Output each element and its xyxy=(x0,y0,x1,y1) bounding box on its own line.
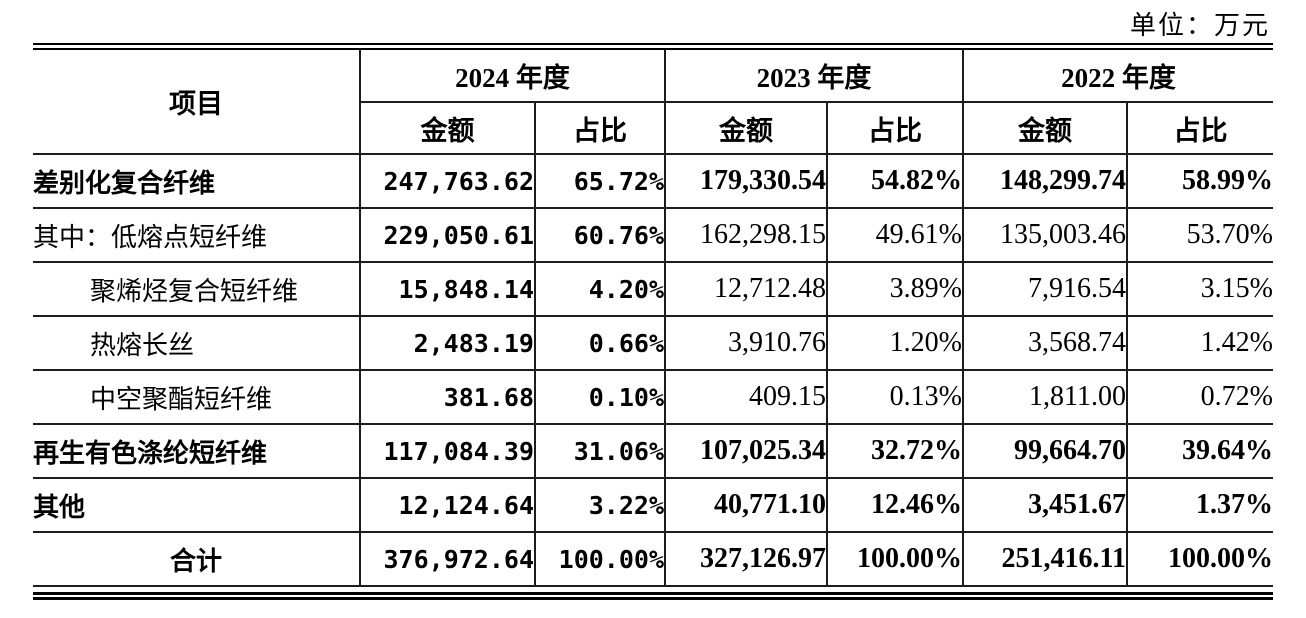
amount-header-2024: 金额 xyxy=(359,102,535,155)
amount-header-2023: 金额 xyxy=(664,102,827,155)
table-row: 聚烯烃复合短纤维 15,848.14 4.20% 12,712.48 3.89% 7,91… xyxy=(33,262,1273,317)
cell-2023-amount: 12,712.48 xyxy=(664,262,827,317)
table-row: 热熔长丝 2,483.19 0.66% 3,910.76 1.20% 3,568.74 1.… xyxy=(33,316,1273,371)
cell-2023-amount: 409.15 xyxy=(664,370,827,425)
cell-2022-ratio: 1.42% xyxy=(1126,316,1273,371)
table-row: 其中：低熔点短纤维 229,050.61 60.76% 162,298.15 49.61… xyxy=(33,208,1273,263)
cell-2024-ratio: 60.76% xyxy=(534,208,665,263)
cell-2023-ratio: 54.82% xyxy=(826,154,963,209)
cell-2023-ratio: 32.72% xyxy=(826,424,963,479)
cell-2023-amount: 327,126.97 xyxy=(664,532,827,587)
row-label: 其中：低熔点短纤维 xyxy=(33,208,360,263)
year-header-2023: 2023 年度 xyxy=(664,50,963,103)
row-label: 差别化复合纤维 xyxy=(33,154,360,209)
cell-2023-amount: 3,910.76 xyxy=(664,316,827,371)
item-column-header: 项目 xyxy=(33,50,360,155)
table-row: 再生有色涤纶短纤维 117,084.39 31.06% 107,025.34 32.72… xyxy=(33,424,1273,479)
cell-2024-amount: 12,124.64 xyxy=(359,478,535,533)
ratio-header-2024: 占比 xyxy=(534,102,665,155)
cell-2023-amount: 107,025.34 xyxy=(664,424,827,479)
cell-2024-amount: 247,763.62 xyxy=(359,154,535,209)
cell-2024-amount: 2,483.19 xyxy=(359,316,535,371)
year-header-2022: 2022 年度 xyxy=(962,50,1273,103)
cell-2024-amount: 381.68 xyxy=(359,370,535,425)
cell-2023-ratio: 100.00% xyxy=(826,532,963,587)
cell-2023-ratio: 49.61% xyxy=(826,208,963,263)
year-header-2024: 2024 年度 xyxy=(359,50,665,103)
cell-2022-amount: 1,811.00 xyxy=(962,370,1127,425)
cell-2022-ratio: 100.00% xyxy=(1126,532,1273,587)
cell-2022-amount: 135,003.46 xyxy=(962,208,1127,263)
cell-2024-amount: 229,050.61 xyxy=(359,208,535,263)
cell-2022-ratio: 3.15% xyxy=(1126,262,1273,317)
cell-2023-ratio: 12.46% xyxy=(826,478,963,533)
cell-2022-ratio: 53.70% xyxy=(1126,208,1273,263)
cell-2024-ratio: 31.06% xyxy=(534,424,665,479)
table-body: 差别化复合纤维 247,763.62 65.72% 179,330.54 54.82% 1… xyxy=(33,154,1273,587)
cell-2024-amount: 376,972.64 xyxy=(359,532,535,587)
cell-2022-amount: 3,568.74 xyxy=(962,316,1127,371)
cell-2023-ratio: 1.20% xyxy=(826,316,963,371)
row-label: 其他 xyxy=(33,478,360,533)
row-label: 再生有色涤纶短纤维 xyxy=(33,424,360,479)
unit-label: 单位：万元 xyxy=(1129,11,1270,40)
cell-2024-ratio: 100.00% xyxy=(534,532,665,587)
revenue-table-wrap: 项目 2024 年度 2023 年度 2022 年度 金额 占比 金额 占比 金… xyxy=(33,43,1273,600)
cell-2022-ratio: 1.37% xyxy=(1126,478,1273,533)
cell-2022-amount: 7,916.54 xyxy=(962,262,1127,317)
cell-2024-ratio: 0.66% xyxy=(534,316,665,371)
ratio-header-2023: 占比 xyxy=(826,102,963,155)
revenue-table: 项目 2024 年度 2023 年度 2022 年度 金额 占比 金额 占比 金… xyxy=(33,50,1273,587)
header-row-measures: 金额 占比 金额 占比 金额 占比 xyxy=(33,102,1273,155)
table-row: 其他 12,124.64 3.22% 40,771.10 12.46% 3,451.67 1… xyxy=(33,478,1273,533)
cell-2023-amount: 162,298.15 xyxy=(664,208,827,263)
cell-2023-amount: 40,771.10 xyxy=(664,478,827,533)
cell-2024-amount: 15,848.14 xyxy=(359,262,535,317)
cell-2022-amount: 148,299.74 xyxy=(962,154,1127,209)
table-row: 中空聚酯短纤维 381.68 0.10% 409.15 0.13% 1,811.00 0.7… xyxy=(33,370,1273,425)
cell-2022-amount: 3,451.67 xyxy=(962,478,1127,533)
header-row-years: 项目 2024 年度 2023 年度 2022 年度 xyxy=(33,50,1273,155)
cell-2024-ratio: 65.72% xyxy=(534,154,665,209)
amount-header-2022: 金额 xyxy=(962,102,1127,155)
cell-2023-ratio: 3.89% xyxy=(826,262,963,317)
row-label: 热熔长丝 xyxy=(33,316,360,371)
ratio-header-2022: 占比 xyxy=(1126,102,1273,155)
cell-2023-ratio: 0.13% xyxy=(826,370,963,425)
cell-2022-ratio: 0.72% xyxy=(1126,370,1273,425)
cell-2024-amount: 117,084.39 xyxy=(359,424,535,479)
row-label: 聚烯烃复合短纤维 xyxy=(33,262,360,317)
cell-2024-ratio: 3.22% xyxy=(534,478,665,533)
cell-2022-ratio: 39.64% xyxy=(1126,424,1273,479)
cell-2024-ratio: 4.20% xyxy=(534,262,665,317)
row-label: 中空聚酯短纤维 xyxy=(33,370,360,425)
cell-2022-ratio: 58.99% xyxy=(1126,154,1273,209)
cell-2022-amount: 99,664.70 xyxy=(962,424,1127,479)
cell-2022-amount: 251,416.11 xyxy=(962,532,1127,587)
cell-2024-ratio: 0.10% xyxy=(534,370,665,425)
cell-2023-amount: 179,330.54 xyxy=(664,154,827,209)
row-label: 合计 xyxy=(33,532,360,587)
table-row: 合计 376,972.64 100.00% 327,126.97 100.00% 251,… xyxy=(33,532,1273,587)
table-row: 差别化复合纤维 247,763.62 65.72% 179,330.54 54.82% 1… xyxy=(33,154,1273,209)
